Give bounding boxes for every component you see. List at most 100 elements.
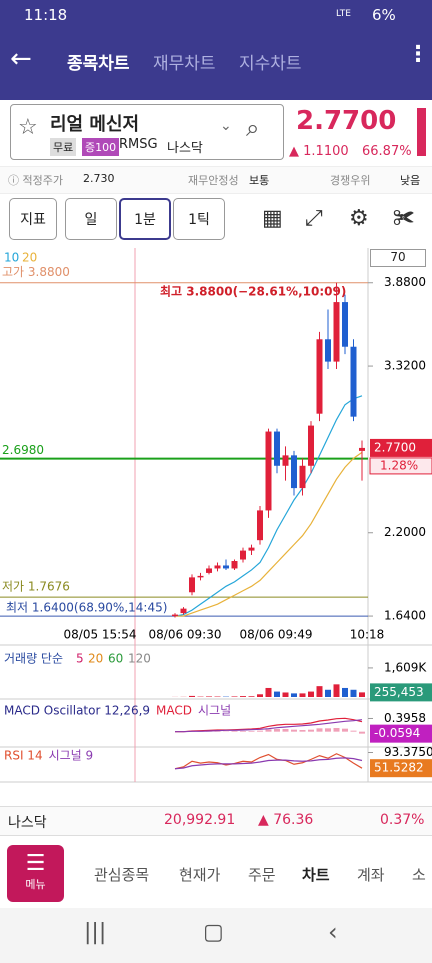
current-label: 2.7700	[374, 440, 416, 454]
menu-button[interactable]: ☰ 메뉴	[7, 845, 64, 902]
info-label: 재무안정성	[188, 174, 239, 187]
candle-body	[240, 550, 246, 560]
badge: 증100	[82, 138, 120, 156]
search-icon[interactable]: ⌕	[246, 114, 260, 142]
stock-search-box[interactable]	[10, 104, 284, 160]
oscillator-bar	[325, 728, 331, 732]
zoom-box[interactable]: 70	[370, 249, 426, 267]
header-bar	[0, 0, 432, 100]
current-tag	[370, 724, 432, 743]
oscillator-bar	[342, 728, 348, 732]
tab[interactable]: 지수차트	[239, 54, 302, 74]
nav-item[interactable]: 관심종목	[94, 866, 150, 884]
candle-body	[325, 339, 331, 362]
period-button[interactable]: 1분	[119, 198, 171, 240]
volume-bar	[342, 687, 348, 697]
back-nav[interactable]: ‹	[328, 918, 338, 946]
status-network: LTE	[336, 9, 351, 19]
current-tag	[370, 438, 432, 457]
indicator-line	[174, 753, 363, 770]
period-button[interactable]: 1틱	[173, 198, 225, 240]
legend-entry: RSI 14	[4, 749, 43, 763]
back-button[interactable]: ←	[10, 44, 32, 74]
x-tick-label: 08/05 15:54	[64, 628, 137, 642]
x-tick-label: 10:18	[350, 628, 385, 642]
candle-body	[189, 577, 195, 593]
ma-line	[174, 395, 363, 617]
oscillator-bar	[333, 728, 340, 732]
candle-body	[291, 455, 297, 489]
ma-legend: 20	[22, 251, 37, 265]
oscillator-bar	[248, 731, 255, 732]
more-menu[interactable]: ⋮	[407, 42, 429, 67]
dropdown-icon[interactable]: ⌄	[220, 118, 232, 134]
current-label: 51.5282	[374, 761, 424, 775]
indicator-line	[174, 757, 363, 770]
ref-line-label: 2.6980	[2, 443, 44, 457]
nav-item[interactable]: 차트	[302, 866, 330, 884]
market-row	[0, 806, 432, 836]
y-tick-label: 3.3200	[384, 359, 426, 373]
market-change-value: 76.36	[273, 812, 314, 828]
oscillator-bar	[197, 731, 204, 732]
indicator-line	[175, 717, 363, 733]
info-label: 경쟁우위	[330, 174, 371, 187]
y-tick-label: 2.2000	[384, 525, 426, 539]
fullscreen-icon[interactable]: ⤢	[305, 206, 323, 231]
oscillator-bar	[257, 730, 263, 732]
ticker: RMSG	[119, 137, 158, 152]
market-name: 나스닥	[8, 815, 47, 831]
change-value: 1.1100	[303, 144, 349, 159]
tab[interactable]: 재무차트	[153, 54, 216, 74]
indicator-button[interactable]: 지표	[9, 198, 57, 240]
pct-label: 1.28%	[380, 458, 418, 472]
current-tag	[370, 683, 432, 702]
oscillator-bar	[231, 731, 238, 732]
current-label: 255,453	[374, 685, 424, 699]
recent-apps[interactable]: |||	[84, 920, 107, 945]
y-tick-label: 1,609K	[384, 660, 427, 674]
candle-body	[223, 565, 229, 569]
market-change: ▲ 76.36	[258, 812, 314, 828]
info-value: 낮음	[400, 174, 421, 187]
volume-bar	[206, 696, 212, 697]
layout-icon[interactable]: ▦	[262, 206, 283, 231]
info-label: 적정주가	[22, 174, 63, 187]
info-label: ⓘ 적정주가	[8, 174, 63, 187]
ma-legend: 120	[128, 652, 151, 666]
y-tick-label: 1.6400	[384, 609, 426, 623]
settings-icon[interactable]: ⚙	[349, 206, 369, 231]
status-time: 11:18	[24, 6, 68, 24]
oscillator-bar	[359, 731, 365, 734]
tools-icon[interactable]: ✀	[393, 206, 415, 231]
y-tick-label: 3.8800	[384, 275, 426, 289]
volume-bar	[274, 691, 280, 697]
favorite-icon[interactable]: ☆	[18, 115, 38, 140]
price-bar	[417, 108, 426, 156]
ma-legend: 5	[76, 652, 84, 666]
system-nav	[0, 908, 432, 963]
candle-body	[342, 302, 348, 347]
oscillator-bar	[308, 729, 314, 732]
change-pct: 66.87%	[362, 144, 412, 159]
candle-body	[180, 608, 187, 614]
period-button[interactable]: 일	[65, 198, 117, 240]
tab[interactable]: 종목차트	[67, 54, 130, 74]
volume-bar	[257, 694, 263, 697]
volume-bar	[248, 696, 255, 697]
candle-body	[282, 455, 289, 466]
oscillator-bar	[214, 731, 221, 732]
nav-item[interactable]: 계좌	[357, 866, 385, 884]
home-button[interactable]: ▢	[203, 920, 224, 945]
market: 나스닥	[167, 141, 203, 156]
candle-body	[248, 547, 255, 551]
pct-tag	[369, 457, 432, 475]
candle-body	[214, 565, 221, 569]
nav-item[interactable]: 현재가	[179, 866, 221, 884]
nav-item[interactable]: 주문	[248, 866, 276, 884]
oscillator-bar	[282, 729, 289, 732]
candle-body	[359, 447, 365, 451]
ma-legend: 10	[4, 251, 19, 265]
nav-item[interactable]: 소	[412, 866, 426, 884]
